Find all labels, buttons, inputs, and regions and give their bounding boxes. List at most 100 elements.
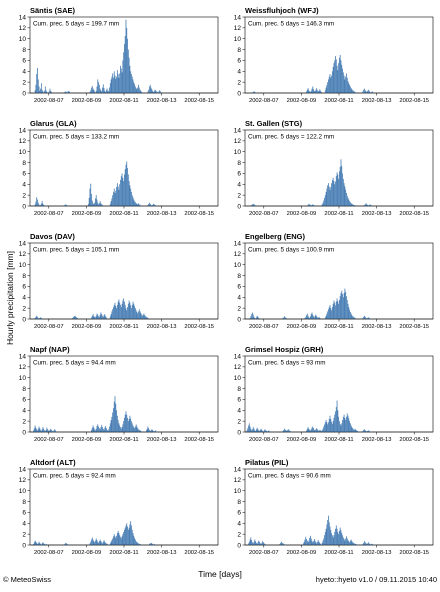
precip-bar bbox=[346, 73, 347, 93]
y-tick-label: 6 bbox=[22, 58, 26, 65]
precip-bar bbox=[367, 317, 369, 319]
precip-bar bbox=[310, 91, 311, 93]
precip-bar bbox=[106, 429, 108, 432]
x-tick-label: 2002-08-11 bbox=[109, 437, 138, 443]
precip-bar bbox=[263, 543, 265, 545]
x-tick-label: 2002-08-09 bbox=[72, 437, 102, 443]
precip-bar bbox=[353, 429, 354, 432]
precip-bar bbox=[317, 317, 318, 319]
precip-bar bbox=[336, 528, 338, 545]
precip-bar bbox=[367, 542, 369, 545]
precip-bar bbox=[134, 84, 135, 93]
precip-bar bbox=[354, 91, 356, 93]
precip-bar bbox=[327, 185, 329, 206]
precip-bar bbox=[314, 205, 316, 206]
precip-bar bbox=[256, 543, 258, 545]
precip-bar bbox=[335, 176, 337, 206]
precip-bar bbox=[126, 27, 128, 93]
precip-bar bbox=[114, 302, 116, 319]
precip-bar bbox=[103, 540, 105, 545]
precip-bar bbox=[350, 313, 352, 319]
precip-bar bbox=[124, 174, 125, 206]
precip-bar bbox=[107, 544, 109, 545]
precip-bar bbox=[252, 204, 253, 206]
precip-bar bbox=[328, 418, 330, 432]
precip-bar bbox=[364, 90, 366, 93]
precip-bar bbox=[133, 199, 135, 206]
precip-bar bbox=[139, 311, 141, 319]
precip-bar bbox=[283, 543, 285, 545]
cumulative-annotation: Cum. prec. 5 days = 122.2 mm bbox=[248, 134, 334, 141]
precip-bar bbox=[133, 82, 135, 93]
precip-bar bbox=[346, 195, 348, 206]
precip-bar bbox=[113, 77, 114, 93]
precip-bar bbox=[347, 197, 349, 206]
precip-bar bbox=[340, 425, 342, 432]
precip-bar bbox=[91, 87, 92, 93]
precip-bar bbox=[341, 533, 343, 545]
y-tick-label: 4 bbox=[22, 182, 26, 189]
x-tick-label: 2002-08-13 bbox=[362, 324, 392, 330]
y-tick-label: 8 bbox=[237, 160, 241, 167]
y-tick-label: 8 bbox=[22, 386, 26, 393]
precip-bar bbox=[128, 181, 130, 206]
y-tick-label: 10 bbox=[19, 149, 27, 156]
precip-bar bbox=[99, 314, 101, 319]
precip-bar bbox=[46, 427, 48, 432]
precip-bar bbox=[372, 544, 374, 545]
precip-bar bbox=[335, 181, 336, 206]
cumulative-annotation: Cum. prec. 5 days = 100.9 mm bbox=[248, 247, 334, 254]
x-tick-label: 2002-08-07 bbox=[249, 437, 279, 443]
precip-bar bbox=[75, 316, 77, 319]
precip-bar bbox=[356, 430, 358, 432]
precip-bar bbox=[281, 542, 283, 545]
precip-bar bbox=[148, 318, 150, 319]
precip-bar bbox=[342, 68, 343, 93]
precip-bar bbox=[328, 183, 329, 206]
precip-bar bbox=[138, 311, 139, 319]
precip-bar bbox=[369, 318, 371, 319]
precip-bar bbox=[349, 542, 350, 545]
precip-bar bbox=[132, 79, 134, 93]
precip-bar bbox=[98, 203, 100, 206]
y-tick-label: 6 bbox=[22, 284, 26, 291]
y-tick-label: 14 bbox=[234, 14, 242, 21]
precip-bar bbox=[44, 543, 45, 545]
precip-bar bbox=[95, 538, 97, 545]
precip-bar bbox=[282, 543, 284, 545]
precip-bar bbox=[66, 204, 67, 206]
panel-title: Davos (DAV) bbox=[30, 232, 75, 241]
y-tick-label: 12 bbox=[19, 251, 27, 258]
precip-bar bbox=[353, 204, 355, 206]
precip-bar bbox=[125, 164, 127, 206]
precip-bar bbox=[66, 91, 67, 93]
precip-bar bbox=[339, 171, 340, 206]
precip-bar bbox=[284, 429, 286, 432]
precip-bar bbox=[123, 52, 125, 93]
precip-bar bbox=[41, 89, 43, 93]
panel-title: Altdorf (ALT) bbox=[30, 458, 76, 467]
precip-bar bbox=[372, 92, 374, 93]
precip-bar bbox=[249, 539, 251, 545]
precip-bar bbox=[346, 300, 348, 319]
precip-bar bbox=[99, 88, 101, 93]
precip-bar bbox=[135, 310, 137, 319]
precip-bar bbox=[131, 74, 132, 93]
x-tick-label: 2002-08-09 bbox=[72, 550, 102, 556]
precip-bar bbox=[347, 303, 349, 319]
precip-bar bbox=[367, 204, 369, 206]
precip-bar bbox=[310, 430, 311, 432]
x-tick-label: 2002-08-13 bbox=[362, 437, 392, 443]
precip-bar bbox=[371, 543, 372, 545]
precip-bar bbox=[339, 421, 340, 432]
precip-bar bbox=[339, 166, 341, 206]
precip-bar bbox=[334, 184, 336, 206]
precip-bar bbox=[125, 308, 127, 319]
precip-bar bbox=[95, 540, 96, 545]
precip-bar bbox=[105, 428, 107, 432]
y-tick-label: 6 bbox=[237, 171, 241, 178]
precip-bar bbox=[332, 421, 334, 432]
x-tick-label: 2002-08-09 bbox=[72, 98, 102, 104]
precip-bar bbox=[93, 89, 95, 93]
precip-bar bbox=[117, 530, 119, 545]
